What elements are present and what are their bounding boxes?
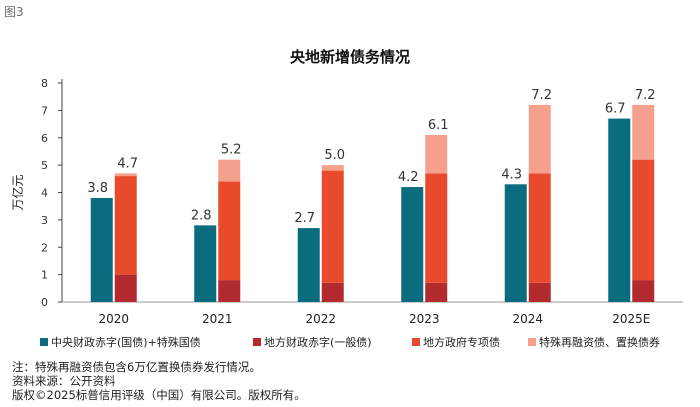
data-label-local-total: 5.0 bbox=[324, 148, 345, 163]
y-tick-label: 2 bbox=[41, 241, 48, 254]
y-axis-title: 万亿元 bbox=[10, 174, 25, 210]
y-tick-label: 1 bbox=[41, 269, 48, 282]
bar-special bbox=[632, 159, 655, 281]
legend-swatch-special bbox=[412, 338, 420, 346]
bar-special bbox=[425, 173, 448, 283]
bar-refinance bbox=[632, 104, 655, 160]
bar-central bbox=[504, 184, 527, 302]
bar-central bbox=[297, 228, 320, 302]
data-label-central: 4.3 bbox=[501, 167, 522, 182]
x-tick-label: 2021 bbox=[202, 312, 233, 326]
data-label-local-total: 7.2 bbox=[531, 88, 552, 103]
data-label-local-total: 4.7 bbox=[117, 156, 138, 171]
stacked-bar-chart: 央地新增债务情况 0 1 2 3 4 5 6 7 8 万亿元 3.8 4.7 2020 2.8 5.2 2021… bbox=[10, 48, 683, 349]
bar-central bbox=[608, 118, 631, 303]
data-label-local-total: 5.2 bbox=[221, 143, 242, 158]
y-tick-label: 3 bbox=[41, 214, 48, 227]
bar-central bbox=[401, 187, 424, 302]
data-label-central: 2.8 bbox=[191, 208, 212, 223]
figure-label: 图3 bbox=[4, 5, 24, 19]
data-label-central: 3.8 bbox=[87, 181, 108, 196]
y-tick-label: 6 bbox=[41, 132, 48, 145]
bar-special bbox=[528, 173, 551, 283]
bar-refinance bbox=[218, 159, 241, 182]
bar-refinance bbox=[528, 104, 551, 174]
x-tick-label: 2025E bbox=[612, 312, 650, 326]
legend-label-refinance: 特殊再融资债、置换债券 bbox=[539, 335, 660, 349]
data-label-local-total: 6.1 bbox=[428, 118, 449, 133]
y-tick-label: 4 bbox=[41, 187, 48, 200]
chart-title: 央地新增债务情况 bbox=[290, 48, 410, 66]
bar-special bbox=[114, 176, 137, 275]
bar-refinance bbox=[425, 135, 448, 174]
bar-special bbox=[218, 181, 241, 281]
legend-swatch-refinance bbox=[528, 338, 536, 346]
bar-refinance bbox=[321, 165, 344, 171]
bar-general bbox=[218, 280, 241, 302]
bar-general bbox=[114, 274, 137, 302]
bar-general bbox=[632, 280, 655, 302]
y-tick-label: 8 bbox=[41, 77, 48, 90]
data-label-local-total: 7.2 bbox=[635, 88, 656, 103]
x-tick-label: 2020 bbox=[98, 312, 129, 326]
data-label-central: 6.7 bbox=[605, 102, 626, 117]
y-tick-label: 0 bbox=[41, 296, 48, 309]
x-tick-label: 2023 bbox=[409, 312, 440, 326]
footnote-copyright: 版权©2025标普信用评级（中国）有限公司。版权所有。 bbox=[12, 388, 306, 402]
legend-swatch-central bbox=[40, 338, 48, 346]
y-tick-label: 7 bbox=[41, 104, 48, 117]
y-tick-label: 5 bbox=[41, 159, 48, 172]
footnote-note: 注：特殊再融资债包含6万亿置换债券发行情况。 bbox=[12, 360, 261, 374]
bar-general bbox=[528, 282, 551, 302]
data-label-central: 2.7 bbox=[294, 211, 315, 226]
bar-general bbox=[321, 282, 344, 302]
bar-central bbox=[194, 225, 217, 302]
x-tick-label: 2024 bbox=[512, 312, 543, 326]
bar-refinance bbox=[114, 173, 137, 177]
bar-central bbox=[90, 197, 113, 302]
bar-general bbox=[425, 282, 448, 302]
legend-label-central: 中央财政赤字(国债)+特殊国债 bbox=[51, 335, 201, 349]
data-label-central: 4.2 bbox=[398, 170, 419, 185]
bar-special bbox=[321, 170, 344, 283]
x-tick-label: 2022 bbox=[305, 312, 336, 326]
legend-label-special: 地方政府专项债 bbox=[423, 335, 500, 349]
footnote-source: 资料来源：公开资料 bbox=[12, 374, 116, 388]
legend-label-general: 地方财政赤字(一般债) bbox=[264, 335, 372, 349]
legend-swatch-general bbox=[253, 338, 261, 346]
